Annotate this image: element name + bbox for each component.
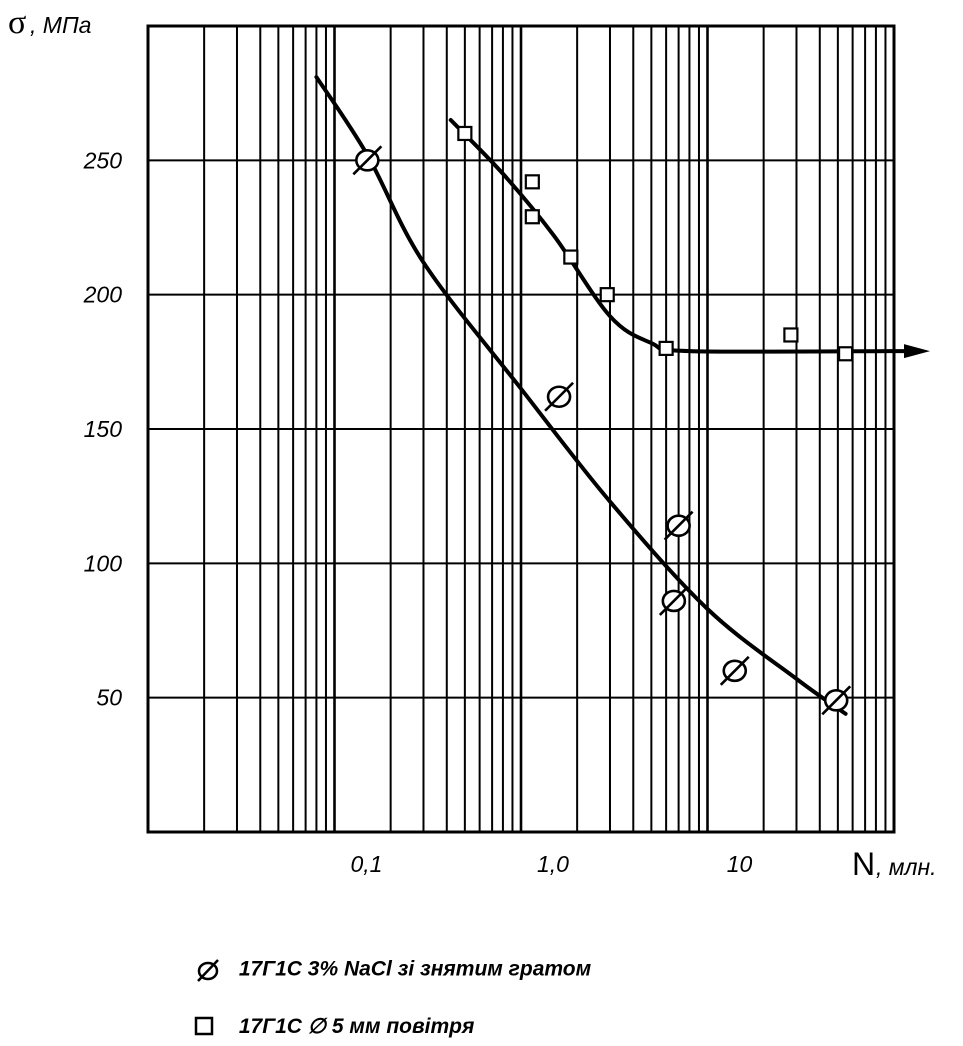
legend-item-air: 17Г1С ∅ 5 мм повітря — [193, 1014, 474, 1039]
y-tick-label: 50 — [96, 685, 122, 711]
square-marker — [524, 209, 540, 225]
x-axis-symbol: N — [852, 846, 875, 882]
y-tick-labels: 50 100 150 200 250 — [83, 147, 123, 710]
fit-curves — [314, 75, 930, 716]
square-marker — [524, 174, 540, 190]
x-tick-label: 10 — [727, 851, 753, 877]
circle-slash-marker-stroke — [544, 381, 574, 412]
chart-grid — [148, 26, 894, 832]
legend-item-nacl: 17Г1С 3% NaCl зі знятим гратом — [193, 955, 591, 985]
x-tick-label: 1,0 — [537, 851, 569, 877]
circle-slash-marker-stroke — [821, 685, 852, 716]
y-tick-label: 100 — [84, 550, 123, 576]
series-curve-1 — [314, 75, 848, 716]
data-points — [352, 125, 854, 716]
x-tick-labels: 0,1 1,0 10 — [351, 851, 753, 877]
square-marker — [457, 125, 473, 142]
legend-label-nacl: 17Г1С 3% NaCl зі знятим гратом — [238, 957, 592, 981]
square-marker — [563, 249, 579, 265]
square-marker — [599, 287, 615, 303]
circle-slash-marker-stroke — [658, 586, 689, 616]
y-axis-symbol: σ — [8, 4, 26, 41]
circle-slash-marker-icon — [193, 955, 233, 985]
y-axis-unit: , МПа — [30, 12, 91, 38]
y-tick-label: 250 — [83, 147, 123, 173]
circle-slash-marker-stroke — [719, 655, 750, 686]
square-marker — [837, 346, 854, 362]
square-marker — [658, 340, 674, 356]
arrow-head — [904, 344, 930, 359]
y-tick-label: 150 — [84, 416, 123, 442]
plot-frame — [146, 24, 896, 834]
circle-slash-marker-stroke — [352, 145, 383, 176]
legend-label-air: 17Г1С ∅ 5 мм повітря — [238, 1015, 475, 1038]
circle-slash-marker-stroke — [663, 510, 694, 541]
square-marker — [783, 327, 799, 343]
y-tick-label: 200 — [83, 282, 123, 308]
series-curve-2 — [448, 118, 896, 354]
x-axis-unit: , млн. — [876, 854, 937, 880]
x-tick-label: 0,1 — [351, 851, 383, 877]
square-marker-icon — [193, 1015, 233, 1039]
